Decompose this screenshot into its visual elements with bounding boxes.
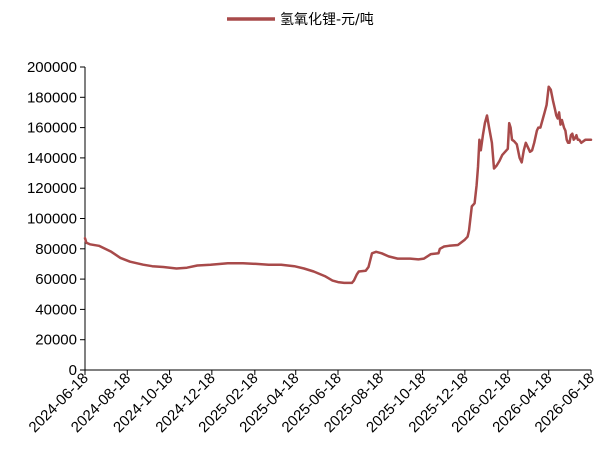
y-tick-label: 120000 (27, 180, 77, 197)
y-tick-label: 200000 (27, 59, 77, 76)
y-tick-label: 100000 (27, 211, 77, 228)
y-tick-label: 140000 (27, 150, 77, 167)
y-tick-label: 80000 (35, 241, 77, 258)
y-tick-label: 0 (69, 362, 77, 379)
series-line (83, 85, 593, 285)
plot-area (83, 85, 593, 285)
y-tick-label: 160000 (27, 120, 77, 137)
y-tick-label: 20000 (35, 332, 77, 349)
y-tick-label: 60000 (35, 271, 77, 288)
y-tick-label: 40000 (35, 301, 77, 318)
legend: 氢氧化锂-元/吨 (227, 12, 374, 28)
y-tick-label: 180000 (27, 89, 77, 106)
y-axis: 0 20000 40000 60000 80000 100000 120000 140000 1… (27, 59, 86, 379)
x-axis: 2024-06-182024-08-182024-10-182024-12-18… (26, 369, 594, 436)
legend-label: 氢氧化锂-元/吨 (280, 12, 374, 28)
